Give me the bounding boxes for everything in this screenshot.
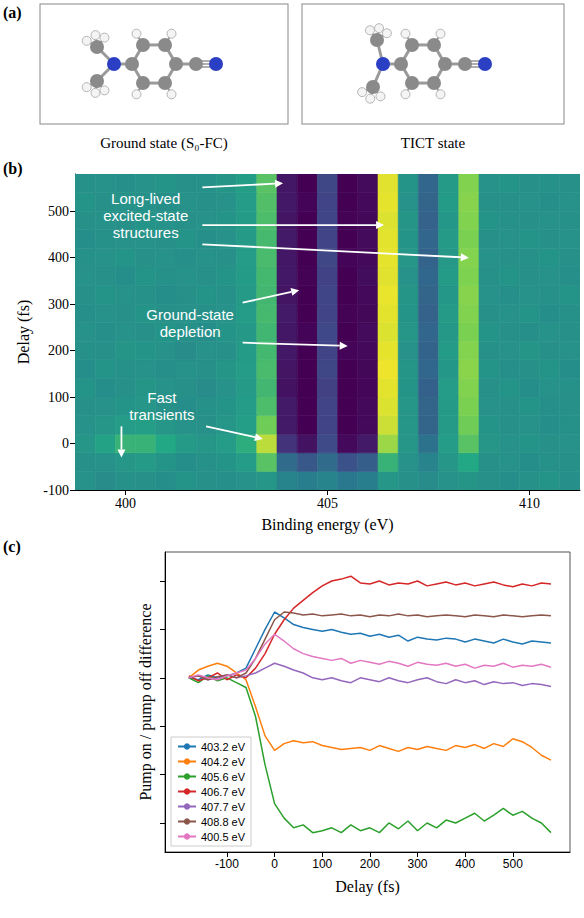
svg-text:0: 0 [271, 857, 278, 871]
svg-text:300: 300 [48, 297, 69, 312]
svg-text:Ground state (S₀-FC): Ground state (S₀-FC) [100, 135, 228, 152]
svg-text:200: 200 [48, 343, 69, 358]
svg-text:Pump on / pump off difference: Pump on / pump off difference [137, 603, 155, 800]
svg-text:Delay (fs): Delay (fs) [15, 300, 33, 364]
svg-text:-100: -100 [215, 857, 239, 871]
svg-text:408.8 eV: 408.8 eV [201, 816, 246, 828]
svg-text:100: 100 [48, 390, 69, 405]
svg-text:500: 500 [503, 857, 523, 871]
svg-text:400: 400 [455, 857, 475, 871]
svg-text:Ground-state: Ground-state [146, 306, 234, 323]
svg-text:structures: structures [113, 224, 179, 241]
svg-text:Binding energy (eV): Binding energy (eV) [261, 516, 393, 534]
svg-text:depletion: depletion [160, 323, 221, 340]
svg-text:200: 200 [360, 857, 380, 871]
svg-text:Long-lived: Long-lived [111, 190, 180, 207]
svg-text:406.7 eV: 406.7 eV [201, 786, 246, 798]
svg-text:(b): (b) [3, 160, 23, 178]
svg-text:300: 300 [408, 857, 428, 871]
svg-text:TICT state: TICT state [401, 135, 466, 151]
svg-text:405.6 eV: 405.6 eV [201, 771, 246, 783]
svg-text:400: 400 [115, 496, 136, 511]
svg-text:Delay (fs): Delay (fs) [335, 878, 399, 896]
svg-text:excited-state: excited-state [103, 207, 188, 224]
svg-text:(a): (a) [3, 4, 22, 22]
svg-text:500: 500 [48, 204, 69, 219]
svg-text:transients: transients [129, 406, 194, 423]
svg-text:100: 100 [312, 857, 332, 871]
svg-text:405: 405 [317, 496, 338, 511]
svg-text:410: 410 [519, 496, 540, 511]
svg-text:403.2 eV: 403.2 eV [201, 741, 246, 753]
svg-text:-100: -100 [43, 483, 69, 498]
svg-text:Fast: Fast [147, 389, 177, 406]
svg-text:404.2 eV: 404.2 eV [201, 756, 246, 768]
svg-text:400: 400 [48, 250, 69, 265]
svg-text:407.7 eV: 407.7 eV [201, 801, 246, 813]
svg-text:0: 0 [62, 436, 69, 451]
svg-text:400.5 eV: 400.5 eV [201, 831, 246, 843]
svg-text:(c): (c) [3, 538, 21, 556]
